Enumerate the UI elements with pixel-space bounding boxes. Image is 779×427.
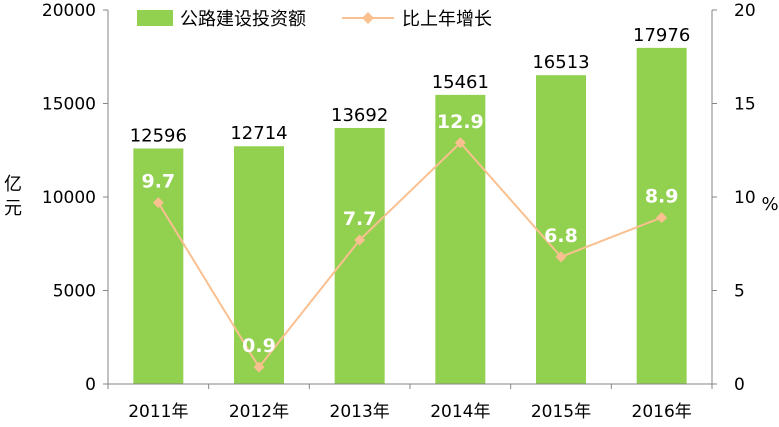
growth-point-2016年 — [656, 212, 668, 224]
left-axis-title: 元 — [4, 198, 22, 219]
bar-2012年 — [234, 146, 284, 384]
right-tick-label: 0 — [734, 375, 745, 395]
x-tick-label: 2015年 — [531, 402, 591, 422]
growth-value-label: 0.9 — [242, 335, 276, 357]
left-tick-label: 5000 — [53, 282, 96, 302]
line-layer: 9.7 0.9 7.7 12.9 6.8 8.9 — [141, 111, 679, 373]
growth-value-label: 6.8 — [544, 225, 578, 247]
bar-value-label: 15461 — [432, 72, 489, 93]
bar-value-label: 12596 — [130, 125, 187, 146]
legend-bar-label: 公路建设投资额 — [180, 9, 306, 30]
growth-point-2014年 — [454, 137, 466, 149]
right-axis-title: % — [761, 194, 778, 215]
growth-line — [157, 141, 663, 369]
bar-2015年 — [536, 75, 586, 384]
right-tick-label: 10 — [734, 188, 756, 208]
bar-value-label: 12714 — [230, 123, 287, 144]
bar-2011年 — [133, 148, 184, 384]
growth-point-2012年 — [253, 361, 265, 373]
growth-value-label: 8.9 — [645, 186, 679, 208]
legend-line-label: 比上年增长 — [402, 9, 492, 30]
bar-value-label: 17976 — [633, 25, 690, 46]
x-tick-label: 2011年 — [128, 402, 188, 422]
growth-value-label: 9.7 — [141, 171, 175, 193]
bar-2013年 — [334, 127, 385, 385]
bar-value-label: 16513 — [532, 52, 589, 73]
bar-value-label: 13692 — [331, 105, 388, 126]
right-tick-label: 5 — [734, 282, 745, 302]
legend: 公路建设投资额 比上年增长 — [137, 9, 492, 30]
x-tick-label: 2012年 — [229, 402, 289, 422]
x-tick-label: 2016年 — [632, 402, 692, 422]
left-tick-label: 10000 — [42, 188, 96, 208]
growth-point-2013年 — [354, 234, 366, 246]
axes-layer: 0 5000 10000 15000 20000 0 5 10 15 20 2011年 2012年 20… — [4, 1, 779, 422]
left-axis-title: 亿 — [4, 174, 22, 195]
growth-value-label: 7.7 — [343, 208, 377, 230]
legend-bar-swatch — [137, 10, 173, 26]
growth-point-2011年 — [152, 197, 164, 209]
left-tick-label: 0 — [85, 375, 96, 395]
bars-layer: 12596 12714 13692 15461 16513 17976 — [130, 25, 690, 385]
left-tick-label: 20000 — [42, 1, 96, 21]
right-tick-label: 20 — [734, 1, 756, 21]
left-tick-label: 15000 — [42, 95, 96, 115]
x-tick-label: 2013年 — [330, 402, 390, 422]
legend-line-marker — [362, 12, 374, 24]
growth-value-label: 12.9 — [437, 111, 484, 133]
right-tick-label: 15 — [734, 95, 756, 115]
growth-point-2015年 — [555, 251, 567, 263]
x-tick-label: 2014年 — [430, 402, 490, 422]
